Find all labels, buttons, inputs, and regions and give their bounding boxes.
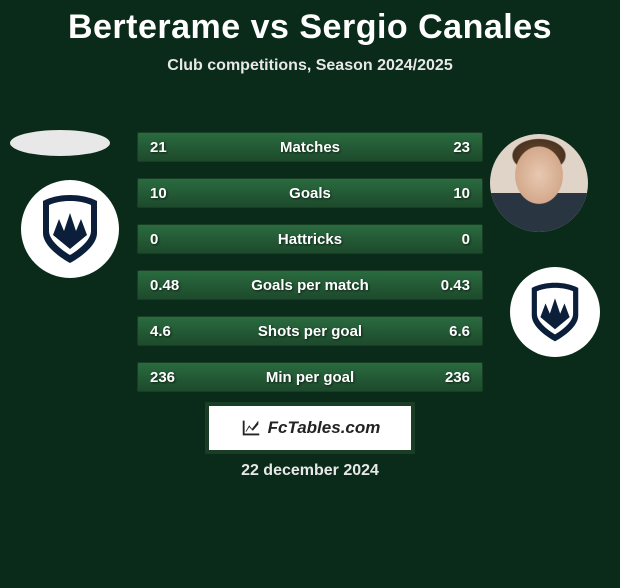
stats-table: 21 Matches 23 10 Goals 10 0 Hattricks 0 … — [137, 132, 483, 408]
stat-row: 236 Min per goal 236 — [137, 362, 483, 392]
stat-label: Hattricks — [138, 231, 482, 248]
stat-right-value: 6.6 — [449, 323, 470, 340]
stat-label: Matches — [138, 139, 482, 156]
player-left-avatar — [10, 130, 110, 156]
stat-right-value: 0.43 — [441, 277, 470, 294]
stat-label: Min per goal — [138, 369, 482, 386]
stat-left-value: 0.48 — [150, 277, 179, 294]
monterrey-crest-icon — [39, 193, 101, 265]
chart-icon — [240, 417, 262, 439]
player-right-avatar — [490, 134, 588, 232]
stat-right-value: 236 — [445, 369, 470, 386]
subtitle: Club competitions, Season 2024/2025 — [0, 57, 620, 75]
stat-row: 0.48 Goals per match 0.43 — [137, 270, 483, 300]
monterrey-crest-icon — [528, 281, 582, 343]
stat-row: 0 Hattricks 0 — [137, 224, 483, 254]
player-face-placeholder — [490, 134, 588, 232]
page-title: Berterame vs Sergio Canales — [0, 8, 620, 47]
stat-left-value: 0 — [150, 231, 158, 248]
stat-right-value: 23 — [453, 139, 470, 156]
stat-right-value: 10 — [453, 185, 470, 202]
footer-attribution: FcTables.com — [205, 402, 415, 454]
stat-row: 4.6 Shots per goal 6.6 — [137, 316, 483, 346]
footer-label: FcTables.com — [268, 418, 381, 438]
stat-row: 21 Matches 23 — [137, 132, 483, 162]
stat-left-value: 10 — [150, 185, 167, 202]
club-left-crest — [21, 180, 119, 278]
stat-label: Shots per goal — [138, 323, 482, 340]
club-right-crest — [510, 267, 600, 357]
stat-right-value: 0 — [462, 231, 470, 248]
stat-left-value: 4.6 — [150, 323, 171, 340]
stat-left-value: 21 — [150, 139, 167, 156]
stat-label: Goals per match — [138, 277, 482, 294]
stat-row: 10 Goals 10 — [137, 178, 483, 208]
date-label: 22 december 2024 — [0, 462, 620, 480]
stat-label: Goals — [138, 185, 482, 202]
stat-left-value: 236 — [150, 369, 175, 386]
